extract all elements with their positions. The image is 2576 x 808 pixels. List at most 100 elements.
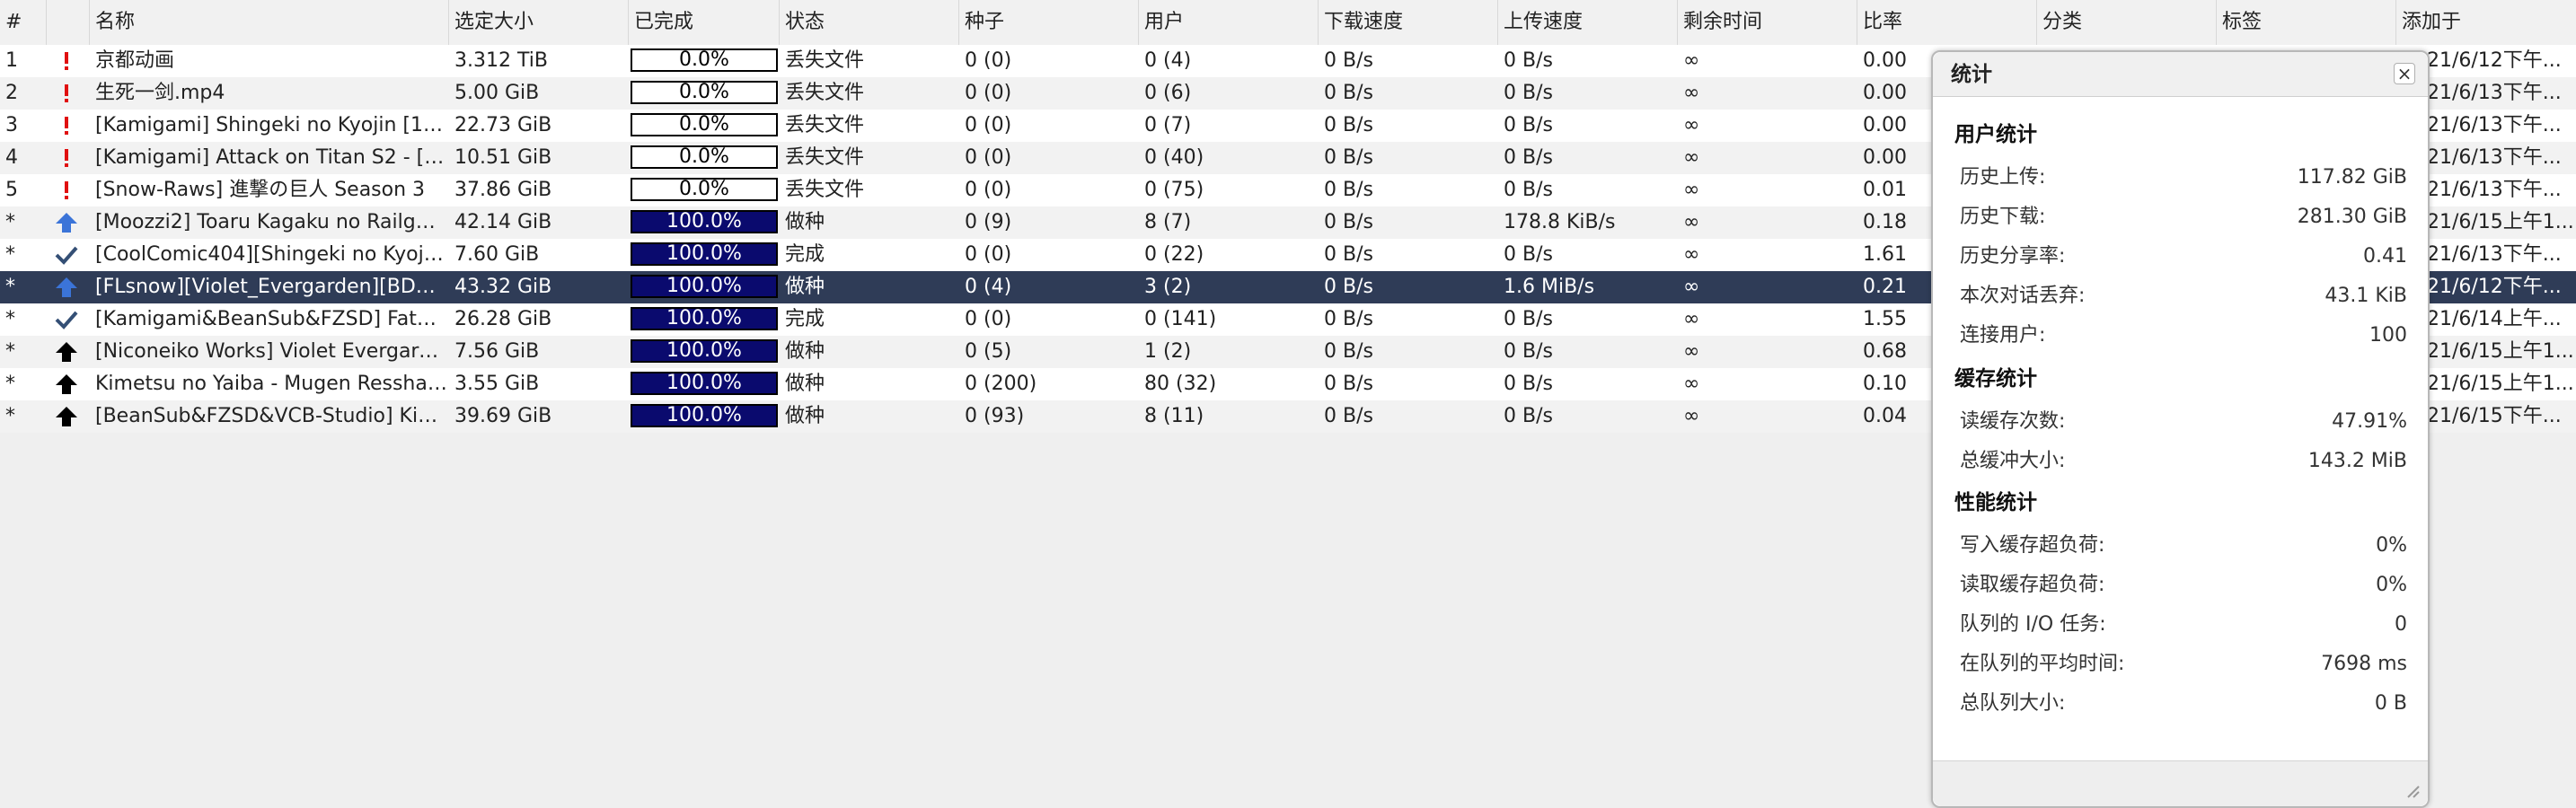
row-index: 1 [5, 49, 18, 72]
torrent-name: [Kamigami] Shingeki no Kyojin [1920x1080… [95, 114, 447, 136]
col-dl-speed[interactable]: 下载速度 [1319, 0, 1498, 45]
torrent-peers: 0 (75) [1144, 179, 1204, 201]
row-index: 4 [5, 146, 18, 169]
resize-grip-icon[interactable] [2404, 783, 2421, 799]
upload-idle-icon [49, 368, 84, 400]
torrent-seeds: 0 (9) [965, 211, 1012, 233]
torrent-status: 完成 [785, 243, 825, 266]
torrent-dl-speed: 0 B/s [1324, 276, 1373, 298]
col-status[interactable]: 状态 [780, 0, 959, 45]
torrent-ul-speed: 0 B/s [1504, 308, 1553, 330]
stat-label: 队列的 I/O 任务: [1960, 613, 2106, 636]
col-ratio[interactable]: 比率 [1857, 0, 2037, 45]
torrent-ul-speed: 0 B/s [1504, 243, 1553, 266]
stat-value: 0.41 [2363, 245, 2407, 268]
torrent-dl-speed: 0 B/s [1324, 146, 1373, 169]
torrent-seeds: 0 (0) [965, 49, 1012, 72]
torrent-seeds: 0 (93) [965, 405, 1025, 427]
table-header: # 名称 选定大小 已完成 状态 种子 用户 下载速度 上传速度 剩余时间 比率… [0, 0, 2576, 46]
dialog-footer [1933, 760, 2428, 806]
col-tags[interactable]: 标签 [2217, 0, 2396, 45]
progress-label: 0.0% [679, 113, 729, 136]
row-index: * [5, 340, 15, 363]
torrent-dl-speed: 0 B/s [1324, 114, 1373, 136]
torrent-name: 京都动画 [95, 49, 175, 72]
torrent-size: 42.14 GiB [454, 211, 552, 233]
torrent-eta: ∞ [1683, 243, 1700, 266]
stat-label: 连接用户: [1960, 324, 2046, 347]
torrent-status: 做种 [785, 276, 825, 298]
stat-value: 47.91% [2332, 410, 2407, 433]
col-done[interactable]: 已完成 [629, 0, 780, 45]
progress-label: 100.0% [666, 372, 742, 394]
torrent-ul-speed: 178.8 KiB/s [1504, 211, 1616, 233]
torrent-peers: 0 (4) [1144, 49, 1192, 72]
torrent-seeds: 0 (0) [965, 114, 1012, 136]
torrent-size: 7.60 GiB [454, 243, 540, 266]
col-seeds[interactable]: 种子 [959, 0, 1139, 45]
torrent-dl-speed: 0 B/s [1324, 211, 1373, 233]
torrent-dl-speed: 0 B/s [1324, 49, 1373, 72]
torrent-peers: 0 (7) [1144, 114, 1192, 136]
torrent-name: [Moozzi2] Toaru Kagaku no Railgun T [BD … [95, 211, 447, 233]
torrent-peers: 8 (7) [1144, 211, 1192, 233]
perf-stat-row: 在队列的平均时间: 7698 ms [1960, 645, 2407, 684]
torrent-peers: 8 (11) [1144, 405, 1204, 427]
col-size[interactable]: 选定大小 [449, 0, 629, 45]
col-peers[interactable]: 用户 [1139, 0, 1319, 45]
progress-label: 100.0% [666, 404, 742, 426]
col-category[interactable]: 分类 [2037, 0, 2217, 45]
torrent-ul-speed: 1.6 MiB/s [1504, 276, 1595, 298]
torrent-eta: ∞ [1683, 114, 1700, 136]
torrent-eta: ∞ [1683, 276, 1700, 298]
torrent-size: 22.73 GiB [454, 114, 552, 136]
torrent-seeds: 0 (0) [965, 243, 1012, 266]
progress-bar: 0.0% [631, 145, 778, 169]
torrent-status: 做种 [785, 373, 825, 395]
torrent-size: 26.28 GiB [454, 308, 552, 330]
checkmark-icon [49, 239, 84, 271]
torrent-eta: ∞ [1683, 211, 1700, 233]
stat-value: 281.30 GiB [2297, 206, 2407, 228]
close-button[interactable]: × [2394, 63, 2415, 84]
torrent-seeds: 0 (4) [965, 276, 1012, 298]
torrent-dl-speed: 0 B/s [1324, 340, 1373, 363]
progress-bar: 100.0% [631, 404, 778, 427]
torrent-size: 7.56 GiB [454, 340, 540, 363]
progress-label: 100.0% [666, 210, 742, 233]
progress-bar: 0.0% [631, 48, 778, 72]
stat-value: 0% [2376, 534, 2407, 557]
error-icon [49, 174, 84, 206]
progress-label: 100.0% [666, 307, 742, 329]
col-eta[interactable]: 剩余时间 [1678, 0, 1857, 45]
col-ul-speed[interactable]: 上传速度 [1498, 0, 1678, 45]
progress-bar: 100.0% [631, 372, 778, 395]
stat-label: 读缓存次数: [1960, 410, 2066, 433]
torrent-status: 丢失文件 [785, 82, 865, 104]
torrent-eta: ∞ [1683, 308, 1700, 330]
progress-label: 0.0% [679, 178, 729, 200]
stat-value: 143.2 MiB [2307, 450, 2407, 472]
col-index[interactable]: # [0, 0, 47, 45]
torrent-peers: 0 (22) [1144, 243, 1204, 266]
row-index: * [5, 211, 15, 233]
torrent-status: 做种 [785, 405, 825, 427]
torrent-eta: ∞ [1683, 340, 1700, 363]
col-name[interactable]: 名称 [90, 0, 449, 45]
stat-label: 在队列的平均时间: [1960, 653, 2125, 675]
user-stat-row: 本次对话丢弃: 43.1 KiB [1960, 277, 2407, 316]
col-state-icon[interactable] [47, 0, 90, 45]
torrent-peers: 0 (6) [1144, 82, 1192, 104]
dialog-title[interactable]: 统计 [1933, 52, 2428, 97]
torrent-name: [BeanSub&FZSD&VCB-Studio] Kimetsu no Yai… [95, 405, 447, 427]
torrent-eta: ∞ [1683, 146, 1700, 169]
user-stat-row: 连接用户: 100 [1960, 316, 2407, 356]
torrent-seeds: 0 (0) [965, 146, 1012, 169]
progress-label: 0.0% [679, 48, 729, 71]
stat-label: 本次对话丢弃: [1960, 285, 2086, 307]
torrent-seeds: 0 (0) [965, 82, 1012, 104]
col-added[interactable]: 添加于 [2402, 11, 2462, 33]
progress-bar: 0.0% [631, 81, 778, 104]
error-icon [49, 45, 84, 77]
torrent-name: [FLsnow][Violet_Evergarden][BDRip] [95, 276, 447, 298]
